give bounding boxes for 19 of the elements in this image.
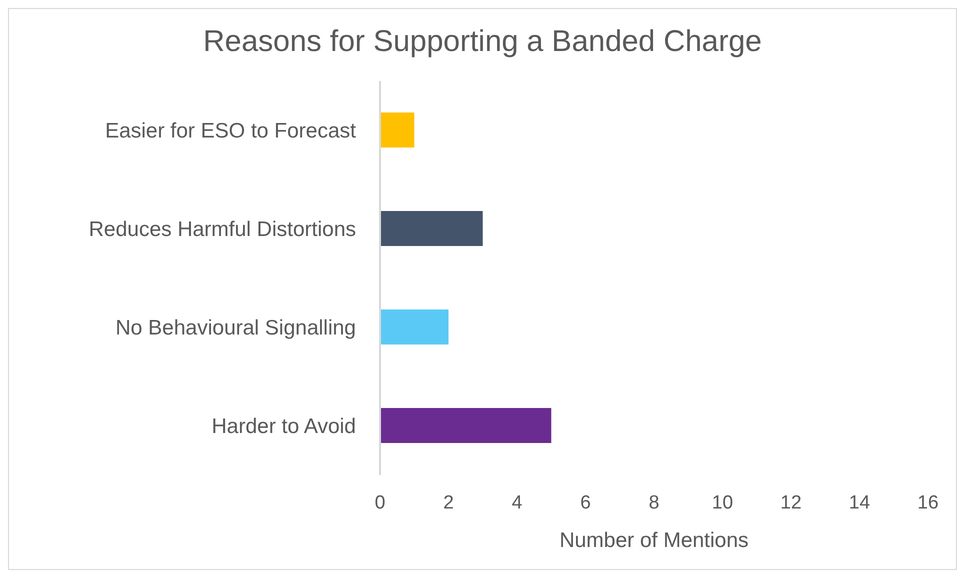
x-tick-label: 12 (780, 492, 802, 514)
x-tick-label: 8 (648, 492, 660, 514)
x-tick-label: 14 (848, 492, 870, 514)
x-tick-label: 10 (712, 492, 734, 514)
bar (380, 211, 483, 246)
x-tick-label: 0 (374, 492, 386, 514)
x-tick-label: 6 (580, 492, 591, 514)
y-tick-label: Easier for ESO to Forecast (105, 120, 356, 143)
bar (380, 408, 552, 444)
x-tick-label: 2 (443, 492, 454, 514)
y-tick-label: Harder to Avoid (212, 415, 356, 438)
chart-title: Reasons for Supporting a Banded Charge (202, 24, 763, 60)
x-tick-label: 4 (512, 492, 523, 514)
x-axis-title: Number of Mentions (559, 529, 749, 552)
y-tick-label: No Behavioural Signalling (116, 316, 356, 340)
bar (380, 310, 448, 345)
y-tick-label: Reduces Harmful Distortions (88, 218, 356, 242)
bar (380, 112, 414, 148)
x-tick-label: 16 (917, 492, 939, 514)
